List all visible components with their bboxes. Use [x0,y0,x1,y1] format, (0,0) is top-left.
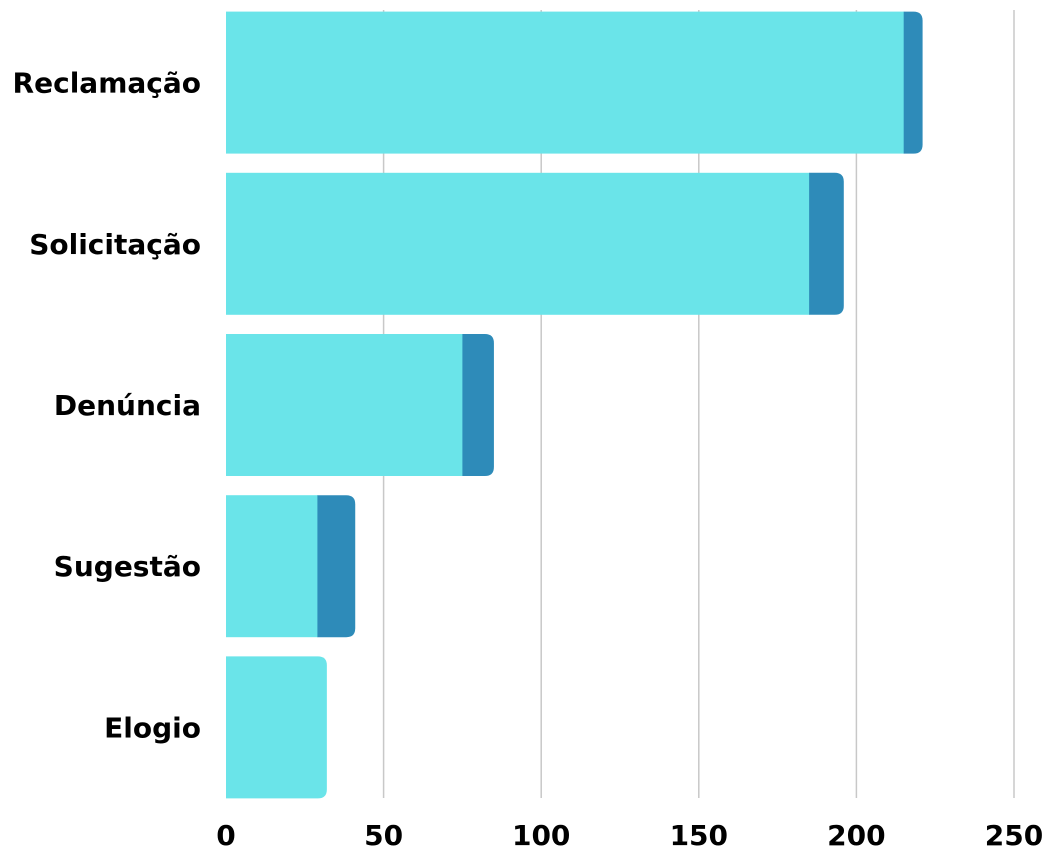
category-label-2: Denúncia [54,389,201,422]
x-tick-label-150: 150 [670,819,728,848]
category-label-1: Solicitação [29,228,201,261]
x-tick-label-0: 0 [216,819,235,848]
bar-1-1 [226,172,810,315]
bar-1-3 [226,495,318,638]
bars [226,11,923,799]
bar-2-3 [317,495,356,638]
bar-1-0 [226,11,905,154]
bar-1-4 [226,656,327,799]
bar-1-2 [226,334,463,476]
category-labels: Reclamação Solicitação Denúncia Sugestão Elo… [13,67,201,745]
x-tick-label-100: 100 [512,819,570,848]
category-label-0: Reclamação [13,67,201,100]
category-label-4: Elogio [104,711,201,744]
x-tick-labels: 0 50 100 150 200 250 [216,819,1043,848]
x-tick-label-250: 250 [985,819,1043,848]
category-label-3: Sugestão [54,550,201,583]
x-tick-label-200: 200 [827,819,885,848]
x-tick-label-50: 50 [364,819,403,848]
bar-2-2 [462,334,494,476]
bar-2-0 [903,11,923,154]
bar-2-1 [809,172,844,315]
